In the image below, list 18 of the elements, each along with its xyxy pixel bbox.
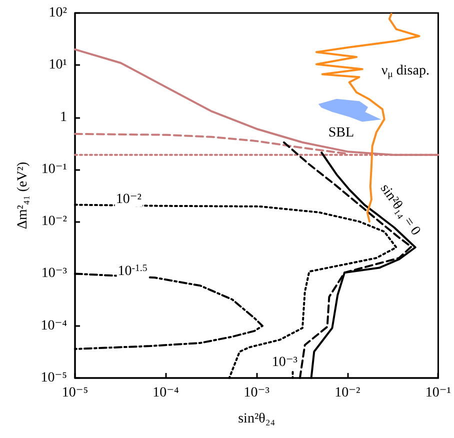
x-tick-label: 10⁻³ xyxy=(244,386,270,400)
y-axis-title: Δm²₄₁ (eV²) xyxy=(15,162,30,230)
y-tick-label: 10⁻² xyxy=(41,214,67,230)
y-tick-label: 10² xyxy=(48,6,67,20)
x-tick-label: 10⁻⁴ xyxy=(152,386,180,400)
y-tick-label: 10⁻⁴ xyxy=(40,318,68,334)
x-tick-label: 10⁻⁵ xyxy=(62,386,88,400)
y-tick-label: 10⁻³ xyxy=(41,266,67,282)
y-tick-label: 10¹ xyxy=(48,58,67,73)
x-tick-label: 10⁻² xyxy=(334,386,360,400)
annotation: 10⁻³ xyxy=(272,354,298,370)
x-tick-label: 10⁻¹ xyxy=(425,386,452,400)
annotation: 10⁻² xyxy=(116,192,142,207)
y-tick-label: 10⁻¹ xyxy=(41,162,67,177)
series-label: SBL xyxy=(328,126,354,141)
x-axis-title: sin²θ₂₄ xyxy=(238,412,276,426)
y-tick-label: 1 xyxy=(60,110,67,125)
y-tick-label: 10⁻⁵ xyxy=(40,370,68,386)
